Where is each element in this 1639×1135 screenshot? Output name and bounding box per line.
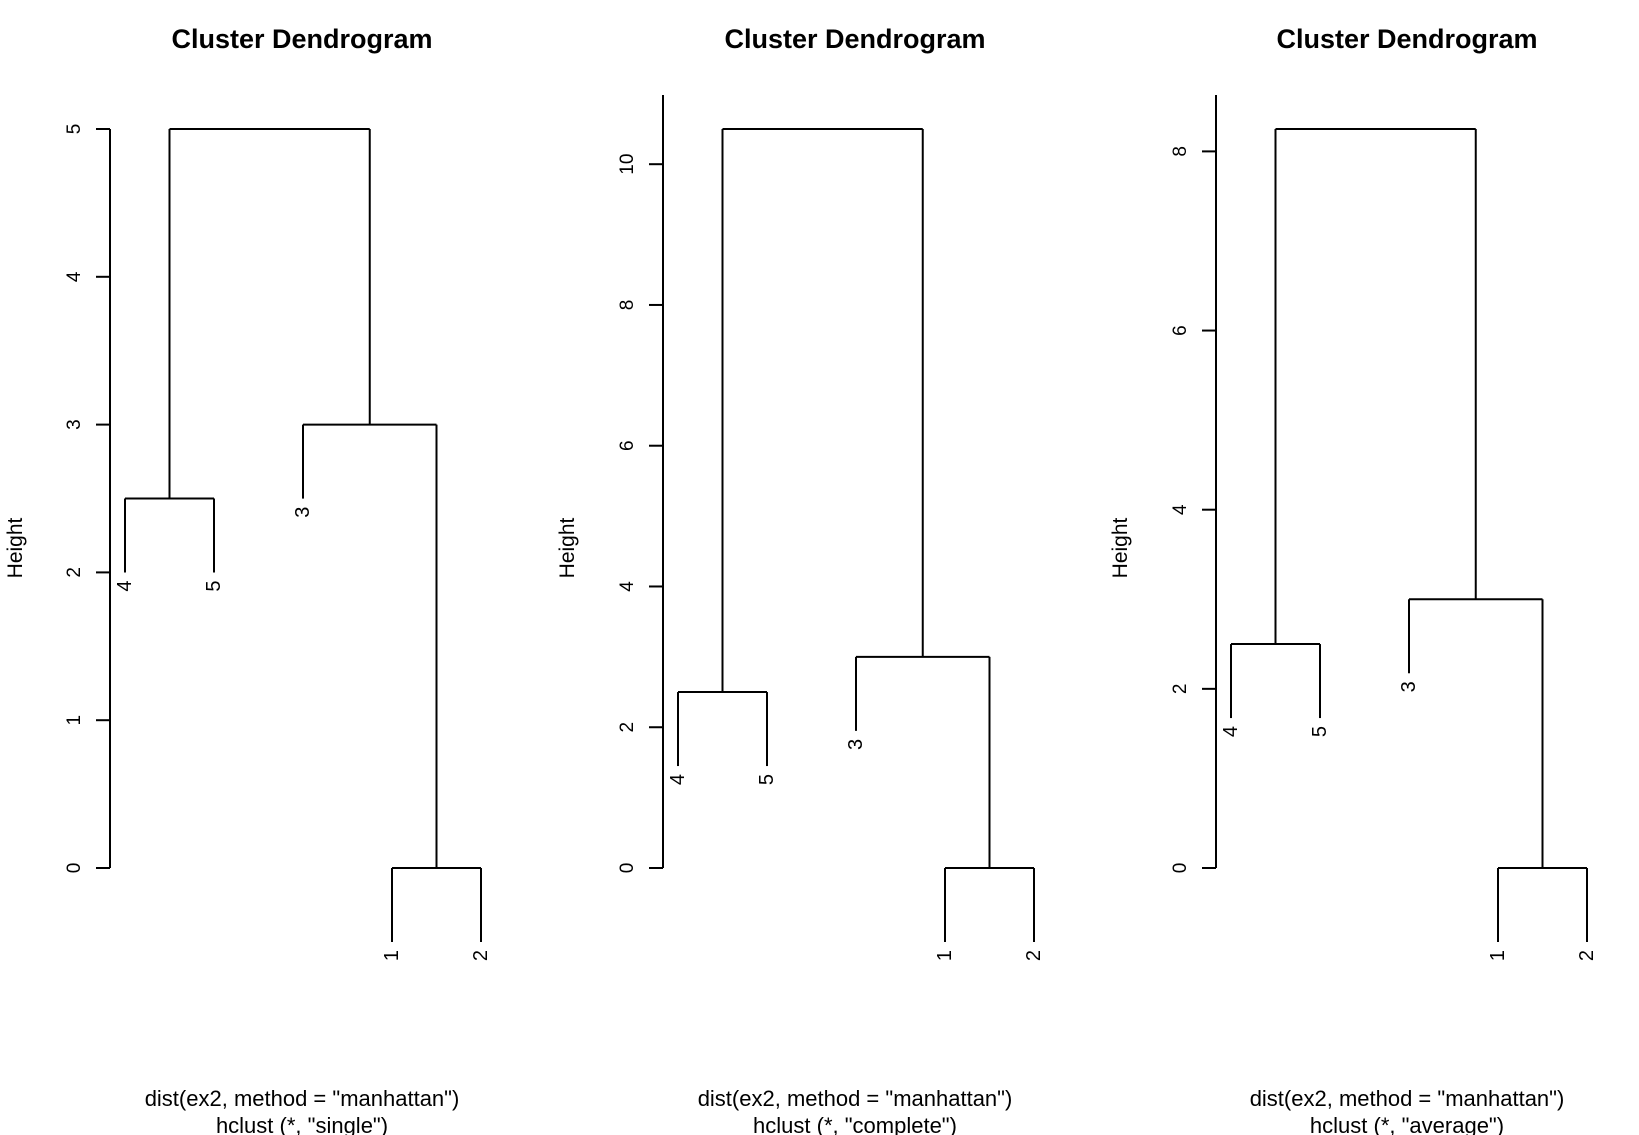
y-axis: 0 2 4 6 8 10	[617, 95, 664, 874]
y-axis: 0 2 4 6 8	[1170, 95, 1217, 874]
y-tick-label: 0	[1170, 863, 1191, 874]
y-tick-label: 6	[617, 440, 638, 451]
y-axis: 0 1 2 3 4 5	[64, 124, 111, 874]
chart-title: Cluster Dendrogram	[171, 24, 432, 54]
leaf-label: 2	[1023, 950, 1045, 961]
y-tick-label: 2	[64, 567, 85, 578]
y-tick-label: 5	[64, 124, 85, 135]
y-tick-label: 2	[1170, 684, 1191, 695]
dendrogram-tree: 1 2 4 5 3	[1220, 128, 1598, 961]
dendrogram-tree: 1 2 4 5 3	[667, 128, 1045, 961]
y-axis-label: Height	[556, 517, 579, 578]
leaf-label: 5	[203, 581, 225, 592]
dendrogram-tree: 1 2 4 5 3	[114, 128, 492, 961]
x-axis-label: dist(ex2, method = "manhattan")	[145, 1086, 460, 1111]
leaf-label: 3	[845, 739, 867, 750]
leaf-label: 5	[756, 774, 778, 785]
leaf-label: 1	[381, 950, 403, 961]
y-tick-label: 4	[64, 271, 85, 282]
leaf-label: 1	[934, 950, 956, 961]
y-axis-label: Height	[4, 517, 27, 578]
y-tick-label: 0	[617, 863, 638, 874]
leaf-label: 4	[1220, 726, 1242, 737]
leaf-label: 3	[292, 507, 314, 518]
panel-average: Cluster Dendrogram Height 0 2 4 6 8 1 2 4 5 3 di…	[1109, 24, 1598, 1135]
method-sublabel: hclust (*, "single")	[216, 1113, 388, 1135]
leaf-label: 3	[1398, 681, 1420, 692]
y-tick-label: 0	[64, 863, 85, 874]
leaf-label: 5	[1309, 726, 1331, 737]
y-tick-label: 6	[1170, 325, 1191, 336]
y-tick-label: 4	[617, 581, 638, 592]
y-tick-label: 8	[1170, 146, 1191, 157]
leaf-label: 1	[1487, 950, 1509, 961]
chart-title: Cluster Dendrogram	[1276, 24, 1537, 54]
chart-title: Cluster Dendrogram	[724, 24, 985, 54]
y-tick-label: 1	[64, 715, 85, 726]
y-axis-label: Height	[1109, 517, 1132, 578]
x-axis-label: dist(ex2, method = "manhattan")	[1250, 1086, 1565, 1111]
y-tick-label: 4	[1170, 504, 1191, 515]
x-axis-label: dist(ex2, method = "manhattan")	[698, 1086, 1013, 1111]
leaf-label: 4	[667, 774, 689, 785]
panel-single: Cluster Dendrogram Height 0 1 2 3 4 5 1 2 4 5 3 d…	[4, 24, 492, 1135]
method-sublabel: hclust (*, "average")	[1310, 1113, 1504, 1135]
y-tick-label: 8	[617, 300, 638, 311]
leaf-label: 4	[114, 581, 136, 592]
leaf-label: 2	[1576, 950, 1598, 961]
y-tick-label: 3	[64, 419, 85, 430]
leaf-label: 2	[470, 950, 492, 961]
y-tick-label: 2	[617, 722, 638, 733]
method-sublabel: hclust (*, "complete")	[753, 1113, 957, 1135]
y-tick-label: 10	[617, 154, 638, 175]
